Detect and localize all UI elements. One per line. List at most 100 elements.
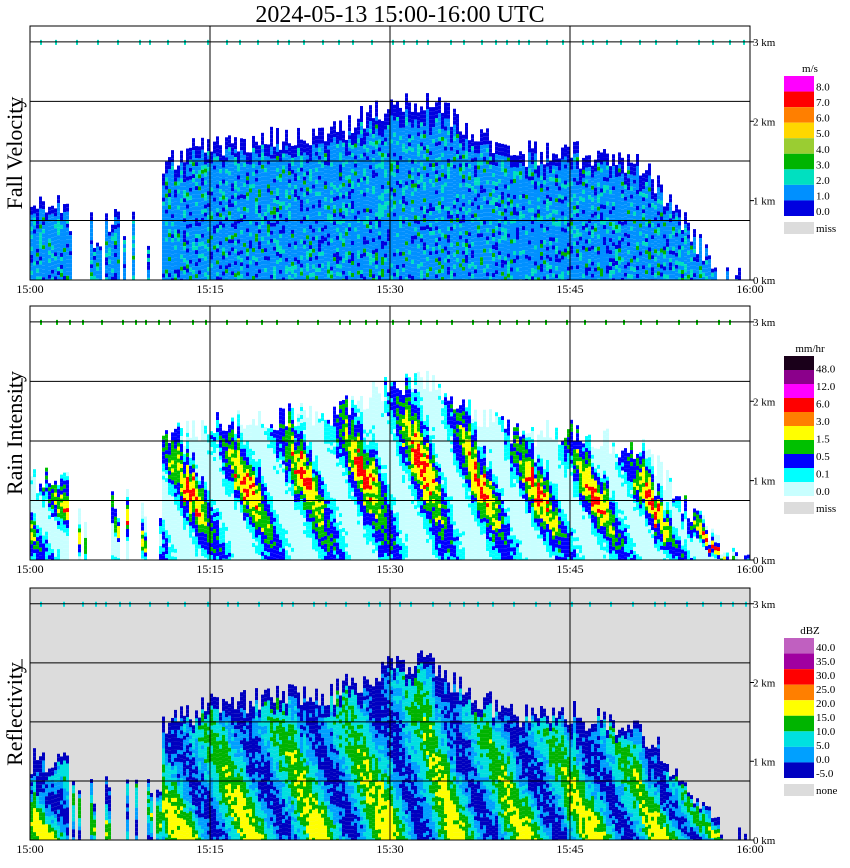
- fall-velocity-cell: [174, 221, 177, 226]
- fall-velocity-cell: [324, 169, 327, 174]
- fall-velocity-cell: [30, 234, 33, 239]
- fall-velocity-cell: [186, 152, 189, 157]
- fall-velocity-cell: [420, 142, 423, 147]
- fall-velocity-cell: [108, 263, 111, 268]
- fall-velocity-cell: [249, 252, 252, 257]
- fall-velocity-cell: [471, 134, 474, 139]
- fall-velocity-cell: [339, 168, 342, 173]
- fall-velocity-cell: [423, 114, 426, 119]
- fall-velocity-cell: [351, 152, 354, 157]
- fall-velocity-cell: [462, 254, 465, 259]
- fall-velocity-cell: [351, 132, 354, 137]
- fall-velocity-cell: [261, 276, 264, 280]
- fall-velocity-cell: [222, 171, 225, 176]
- fall-velocity-cell: [417, 200, 420, 205]
- fall-velocity-cell: [516, 215, 519, 220]
- fall-velocity-cell: [462, 178, 465, 183]
- fall-velocity-cell: [219, 205, 222, 210]
- fall-velocity-cell: [168, 261, 171, 266]
- fall-velocity-cell: [336, 131, 339, 136]
- fall-velocity-cell: [513, 238, 516, 243]
- fall-velocity-cell: [468, 212, 471, 217]
- fall-velocity-cell: [483, 196, 486, 201]
- fall-velocity-cell: [396, 257, 399, 262]
- fall-velocity-cell: [390, 227, 393, 232]
- fall-velocity-cell: [186, 192, 189, 197]
- fall-velocity-cell: [525, 250, 528, 255]
- fall-velocity-cell: [51, 217, 54, 222]
- fall-velocity-cell: [207, 203, 210, 208]
- fall-velocity-cell: [525, 226, 528, 231]
- fall-velocity-cell: [288, 147, 291, 152]
- fall-velocity-cell: [348, 267, 351, 272]
- fall-velocity-cell: [186, 248, 189, 253]
- fall-velocity-cell: [384, 121, 387, 126]
- fall-velocity-cell: [309, 153, 312, 158]
- fall-velocity-cell: [180, 210, 183, 215]
- fall-velocity-cell: [459, 143, 462, 148]
- fall-velocity-cell: [507, 145, 510, 150]
- fall-velocity-cell: [477, 153, 480, 158]
- fall-velocity-cell: [435, 226, 438, 231]
- fall-velocity-cell: [192, 258, 195, 263]
- fall-velocity-cell: [33, 209, 36, 214]
- fall-velocity-cell: [390, 203, 393, 208]
- fall-velocity-cell: [429, 223, 432, 228]
- fall-velocity-cell: [315, 219, 318, 224]
- fall-velocity-cell: [519, 179, 522, 184]
- fall-velocity-cell: [450, 234, 453, 239]
- fall-velocity-cell: [393, 228, 396, 233]
- fall-velocity-cell: [444, 274, 447, 279]
- fall-velocity-cell: [387, 237, 390, 242]
- fall-velocity-cell: [366, 116, 369, 121]
- fall-velocity-cell: [57, 195, 60, 200]
- fall-velocity-cell: [282, 209, 285, 214]
- fall-velocity-cell: [354, 147, 357, 152]
- fall-velocity-cell: [342, 242, 345, 247]
- fall-velocity-cell: [192, 230, 195, 235]
- fall-velocity-cell: [162, 269, 165, 274]
- fall-velocity-cell: [408, 274, 411, 279]
- fall-velocity-cell: [234, 265, 237, 270]
- fall-velocity-cell: [447, 258, 450, 263]
- fall-velocity-cell: [174, 225, 177, 230]
- fall-velocity-cell: [201, 269, 204, 274]
- fall-velocity-cell: [399, 183, 402, 188]
- fall-velocity-cell: [240, 202, 243, 207]
- fall-velocity-cell: [453, 200, 456, 205]
- fall-velocity-cell: [30, 214, 33, 219]
- fall-velocity-cell: [171, 274, 174, 279]
- fall-velocity-cell: [192, 250, 195, 255]
- fall-velocity-cell: [408, 242, 411, 247]
- fall-velocity-cell: [105, 245, 108, 250]
- fall-velocity-cell: [441, 248, 444, 253]
- fall-velocity-cell: [255, 157, 258, 162]
- fall-velocity-cell: [315, 187, 318, 192]
- fall-velocity-cell: [51, 273, 54, 278]
- fall-velocity-cell: [225, 137, 228, 142]
- fall-velocity-cell: [381, 148, 384, 153]
- fall-velocity-cell: [459, 259, 462, 264]
- fall-velocity-cell: [411, 251, 414, 256]
- fall-velocity-cell: [429, 271, 432, 276]
- fall-velocity-cell: [117, 223, 120, 228]
- fall-velocity-cell: [216, 228, 219, 233]
- fall-velocity-cell: [195, 194, 198, 199]
- fall-velocity-cell: [396, 129, 399, 134]
- fall-velocity-cell: [237, 203, 240, 208]
- fall-velocity-cell: [375, 136, 378, 141]
- fall-velocity-cell: [402, 219, 405, 224]
- fall-velocity-cell: [423, 270, 426, 275]
- fall-velocity-cell: [279, 213, 282, 218]
- fall-velocity-cell: [108, 239, 111, 244]
- fall-velocity-cell: [291, 169, 294, 174]
- fall-velocity-cell: [387, 145, 390, 150]
- fall-velocity-cell: [261, 140, 264, 145]
- fall-velocity-cell: [219, 249, 222, 254]
- fall-velocity-cell: [405, 141, 408, 146]
- fall-velocity-cell: [378, 163, 381, 168]
- fall-velocity-cell: [366, 196, 369, 201]
- fall-velocity-cell: [408, 162, 411, 167]
- fall-velocity-cell: [306, 251, 309, 256]
- fall-velocity-cell: [195, 210, 198, 215]
